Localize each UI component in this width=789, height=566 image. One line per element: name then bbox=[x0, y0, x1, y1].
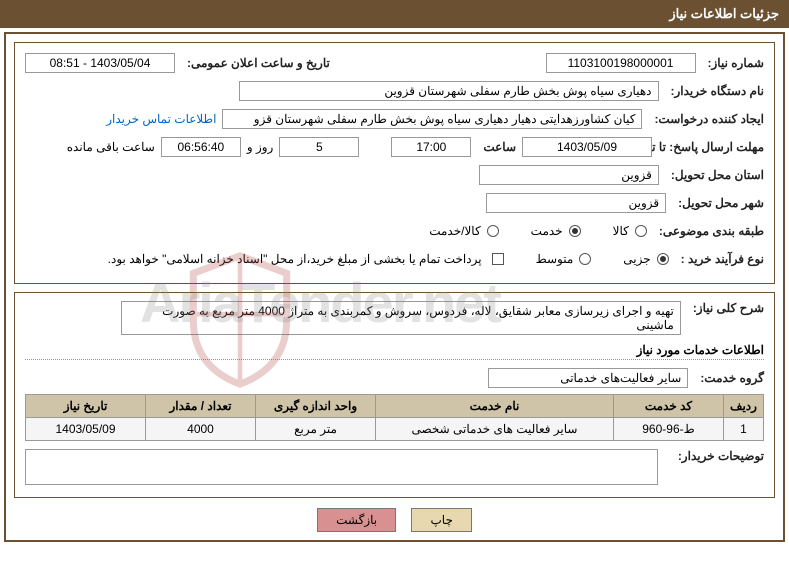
days-suffix: روز و bbox=[247, 140, 274, 154]
buyer-org-label: نام دستگاه خریدار: bbox=[671, 84, 765, 98]
deadline-hour-field: 17:00 bbox=[391, 137, 471, 157]
buyer-notes-label: توضیحات خریدار: bbox=[678, 449, 764, 463]
buyer-contact-link[interactable]: اطلاعات تماس خریدار bbox=[106, 112, 216, 126]
radio-goods[interactable]: کالا bbox=[613, 224, 647, 238]
general-desc-label: شرح کلی نیاز: bbox=[693, 301, 764, 315]
radio-both[interactable]: کالا/خدمت bbox=[429, 224, 498, 238]
buyer-notes-textarea[interactable] bbox=[25, 449, 658, 485]
buyer-org-field: دهیاری سیاه پوش بخش طارم سفلی شهرستان قز… bbox=[239, 81, 659, 101]
th-qty: تعداد / مقدار bbox=[146, 395, 256, 418]
delivery-city-field: قزوین bbox=[486, 193, 666, 213]
info-section: شماره نیاز: 1103100198000001 تاریخ و ساع… bbox=[14, 42, 775, 284]
td-row: 1 bbox=[724, 418, 764, 441]
general-desc-field: تهیه و اجرای زیرسازی معابر شقایق، لاله، … bbox=[121, 301, 681, 335]
radio-both-icon bbox=[487, 225, 499, 237]
time-suffix: ساعت باقی مانده bbox=[67, 140, 155, 154]
th-code: کد خدمت bbox=[614, 395, 724, 418]
print-button[interactable]: چاپ bbox=[411, 508, 471, 532]
table-header-row: ردیف کد خدمت نام خدمت واحد اندازه گیری ت… bbox=[26, 395, 764, 418]
back-button[interactable]: بازگشت bbox=[317, 508, 396, 532]
requester-label: ایجاد کننده درخواست: bbox=[654, 112, 764, 126]
radio-medium[interactable]: متوسط bbox=[536, 252, 592, 266]
radio-goods-icon bbox=[635, 225, 647, 237]
days-remain-field: 5 bbox=[279, 137, 359, 157]
need-number-field: 1103100198000001 bbox=[546, 53, 696, 73]
td-code: ط-96-960 bbox=[614, 418, 724, 441]
payment-checkbox[interactable] bbox=[492, 253, 504, 265]
requester-field: کیان کشاورزهدایتی دهیار دهیاری سیاه پوش … bbox=[222, 109, 642, 129]
process-type-label: نوع فرآیند خرید : bbox=[681, 252, 764, 266]
service-group-label: گروه خدمت: bbox=[700, 371, 764, 385]
page-title: جزئیات اطلاعات نیاز bbox=[669, 6, 779, 21]
radio-service-label: خدمت bbox=[531, 224, 563, 238]
service-group-field: سایر فعالیت‌های خدماتی bbox=[488, 368, 688, 388]
table-row: 1 ط-96-960 سایر فعالیت های خدماتی شخصی م… bbox=[26, 418, 764, 441]
radio-partial[interactable]: جزیی bbox=[623, 252, 668, 266]
page-header: جزئیات اطلاعات نیاز bbox=[0, 0, 789, 28]
services-table: ردیف کد خدمت نام خدمت واحد اندازه گیری ت… bbox=[25, 394, 764, 441]
delivery-province-field: قزوین bbox=[479, 165, 659, 185]
th-date: تاریخ نیاز bbox=[26, 395, 146, 418]
main-container: شماره نیاز: 1103100198000001 تاریخ و ساع… bbox=[4, 32, 785, 542]
button-row: چاپ بازگشت bbox=[14, 508, 775, 532]
description-section: شرح کلی نیاز: تهیه و اجرای زیرسازی معابر… bbox=[14, 292, 775, 498]
deadline-label: مهلت ارسال پاسخ: تا تاریخ: bbox=[664, 140, 764, 154]
delivery-province-label: استان محل تحویل: bbox=[671, 168, 764, 182]
td-date: 1403/05/09 bbox=[26, 418, 146, 441]
payment-note: پرداخت تمام یا بخشی از مبلغ خرید،از محل … bbox=[108, 252, 482, 266]
services-section-title: اطلاعات خدمات مورد نیاز bbox=[25, 343, 764, 360]
need-number-label: شماره نیاز: bbox=[708, 56, 764, 70]
radio-goods-label: کالا bbox=[613, 224, 629, 238]
delivery-city-label: شهر محل تحویل: bbox=[678, 196, 764, 210]
td-unit: متر مربع bbox=[256, 418, 376, 441]
radio-partial-icon bbox=[657, 253, 669, 265]
radio-both-label: کالا/خدمت bbox=[429, 224, 480, 238]
th-name: نام خدمت bbox=[376, 395, 614, 418]
radio-medium-icon bbox=[579, 253, 591, 265]
time-remain-field: 06:56:40 bbox=[161, 137, 241, 157]
publish-date-label: تاریخ و ساعت اعلان عمومی: bbox=[187, 56, 330, 70]
td-name: سایر فعالیت های خدماتی شخصی bbox=[376, 418, 614, 441]
th-unit: واحد اندازه گیری bbox=[256, 395, 376, 418]
hour-label: ساعت bbox=[483, 140, 516, 154]
deadline-date-field: 1403/05/09 bbox=[522, 137, 652, 157]
category-label: طبقه بندی موضوعی: bbox=[659, 224, 764, 238]
radio-partial-label: جزیی bbox=[623, 252, 650, 266]
radio-service-icon bbox=[569, 225, 581, 237]
th-row: ردیف bbox=[724, 395, 764, 418]
radio-medium-label: متوسط bbox=[536, 252, 574, 266]
td-qty: 4000 bbox=[146, 418, 256, 441]
publish-date-field: 1403/05/04 - 08:51 bbox=[25, 53, 175, 73]
radio-service[interactable]: خدمت bbox=[531, 224, 581, 238]
